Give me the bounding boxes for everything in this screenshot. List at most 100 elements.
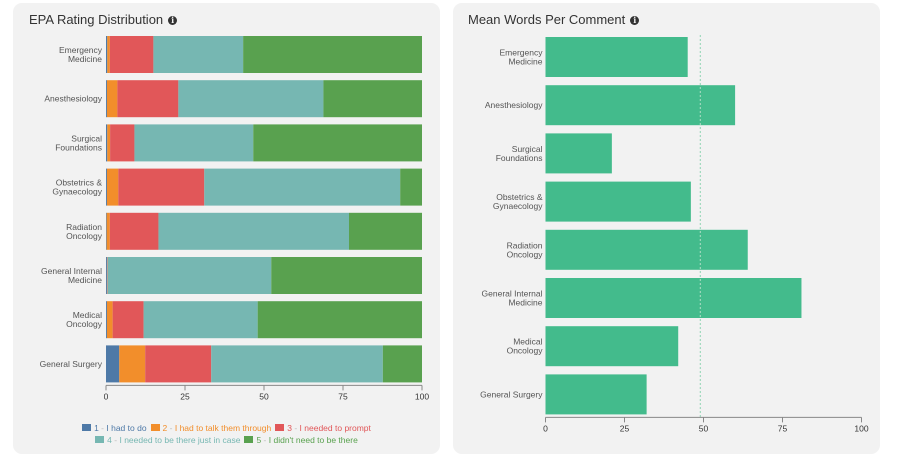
info-circle-icon[interactable]: i bbox=[168, 16, 178, 25]
category-label: Oncology bbox=[66, 231, 103, 241]
bar[interactable] bbox=[545, 326, 679, 367]
bar-segment-rating-1[interactable] bbox=[106, 80, 107, 118]
bar-segment-rating-4[interactable] bbox=[107, 257, 272, 294]
bar-segment-rating-4[interactable] bbox=[134, 124, 254, 162]
x-tick-label: 50 bbox=[699, 423, 709, 433]
legend-number: 5 bbox=[256, 435, 262, 445]
bar-segment-rating-3[interactable] bbox=[117, 80, 179, 118]
category-label: Surgical bbox=[512, 144, 543, 154]
bar-segment-rating-4[interactable] bbox=[211, 345, 383, 383]
legend-number: 3 bbox=[287, 423, 292, 433]
category-label: Oncology bbox=[66, 319, 103, 329]
category-label: Foundations bbox=[496, 153, 543, 163]
category-label: Medicine bbox=[508, 298, 542, 308]
bar-segment-rating-3[interactable] bbox=[110, 124, 135, 162]
bar-segment-rating-3[interactable] bbox=[118, 168, 205, 206]
legend-item-rating-1[interactable]: 1 - I had to do bbox=[82, 423, 147, 433]
bar[interactable] bbox=[545, 278, 802, 318]
bar[interactable] bbox=[545, 133, 612, 174]
bar-segment-rating-2[interactable] bbox=[107, 124, 111, 162]
bar-segment-rating-5[interactable] bbox=[382, 345, 422, 383]
bar-segment-rating-5[interactable] bbox=[271, 257, 422, 294]
bar-segment-rating-4[interactable] bbox=[178, 80, 324, 118]
bar-group bbox=[106, 301, 422, 339]
x-tick-label: 75 bbox=[338, 391, 348, 401]
legend-swatch bbox=[275, 424, 285, 431]
legend-separator: - bbox=[98, 423, 107, 433]
mean-words-per-comment-panel: Mean Words Per Comment i Emergency Medicin… bbox=[453, 3, 880, 454]
category-label: Gynaecology bbox=[493, 201, 543, 211]
bar-segment-rating-4[interactable] bbox=[143, 301, 258, 339]
legend-separator: - bbox=[291, 423, 300, 433]
bar-segment-rating-1[interactable] bbox=[106, 301, 107, 339]
bar[interactable] bbox=[545, 181, 691, 222]
bar-segment-rating-2[interactable] bbox=[106, 80, 118, 118]
bar-segment-rating-3[interactable] bbox=[112, 301, 144, 339]
bar-segment-rating-3[interactable] bbox=[109, 212, 159, 250]
x-tick-label: 100 bbox=[415, 391, 429, 401]
bar-segment-rating-2[interactable] bbox=[106, 212, 110, 250]
bar-segment-rating-4[interactable] bbox=[153, 36, 244, 73]
category-label: Medical bbox=[73, 310, 102, 320]
bar-segment-rating-5[interactable] bbox=[257, 301, 422, 339]
legend-row: 1 - I had to do 2 - I had to talk them th… bbox=[13, 423, 440, 433]
bar-segment-rating-3[interactable] bbox=[109, 36, 154, 73]
legend-separator: - bbox=[111, 435, 120, 445]
category-label: Anesthesiology bbox=[485, 100, 543, 110]
bar-segment-rating-3[interactable] bbox=[145, 345, 212, 383]
category-label: General Surgery bbox=[480, 389, 543, 399]
category-label: General Internal bbox=[41, 266, 102, 276]
bar[interactable] bbox=[545, 85, 736, 126]
bar-group bbox=[106, 257, 422, 294]
category-label: Oncology bbox=[507, 346, 544, 356]
bar[interactable] bbox=[545, 229, 748, 270]
bar-segment-rating-2[interactable] bbox=[107, 36, 110, 73]
bar-segment-rating-5[interactable] bbox=[400, 168, 422, 206]
legend-row: 4 - I needed to be there just in case 5 -… bbox=[13, 435, 440, 445]
legend-separator: - bbox=[261, 435, 269, 445]
legend-item-rating-4[interactable]: 4 - I needed to be there just in case bbox=[95, 435, 240, 445]
legend-number: 4 bbox=[107, 435, 112, 445]
bar-segment-rating-2[interactable] bbox=[106, 301, 113, 339]
mean-words-chart: Emergency Medicine Anesthesiology SurgicalF… bbox=[480, 35, 869, 433]
epa-rating-chart: EmergencyMedicineAnesthesiologySurgicalF… bbox=[40, 36, 429, 401]
bar-segment-rating-5[interactable] bbox=[323, 80, 422, 118]
category-label: Surgical bbox=[71, 133, 102, 143]
x-tick-label: 100 bbox=[854, 423, 868, 433]
x-tick-label: 25 bbox=[620, 423, 630, 433]
category-label: Obstetrics & bbox=[496, 192, 543, 202]
bar[interactable] bbox=[545, 37, 688, 77]
bar-group bbox=[106, 124, 422, 162]
category-label: General Internal bbox=[482, 289, 543, 299]
legend-number: 2 bbox=[162, 423, 168, 433]
panel-title: Mean Words Per Comment i bbox=[468, 12, 640, 27]
chart-legend: 1 - I had to do 2 - I had to talk them th… bbox=[13, 423, 440, 445]
bar-segment-rating-4[interactable] bbox=[204, 168, 401, 206]
x-tick-label: 0 bbox=[104, 391, 109, 401]
legend-label: I needed to be there just in case bbox=[119, 435, 241, 445]
bar-segment-rating-1[interactable] bbox=[106, 124, 108, 162]
category-label: Emergency bbox=[500, 48, 544, 58]
bar-segment-rating-1[interactable] bbox=[106, 36, 108, 73]
bar-segment-rating-5[interactable] bbox=[349, 212, 422, 250]
bar-segment-rating-5[interactable] bbox=[253, 124, 422, 162]
bar-segment-rating-1[interactable] bbox=[106, 212, 107, 250]
bar-segment-rating-2[interactable] bbox=[119, 345, 146, 383]
bar-group bbox=[106, 36, 422, 73]
bar-segment-rating-1[interactable] bbox=[106, 257, 107, 294]
legend-item-rating-2[interactable]: 2 - I had to talk them through bbox=[150, 423, 271, 433]
category-label: Foundations bbox=[55, 142, 102, 152]
bar-group bbox=[106, 345, 422, 383]
bar-segment-rating-4[interactable] bbox=[158, 212, 350, 250]
bar-segment-rating-5[interactable] bbox=[243, 36, 422, 73]
bar-segment-rating-2[interactable] bbox=[106, 168, 119, 206]
category-label: Radiation bbox=[507, 240, 543, 250]
info-circle-icon[interactable]: i bbox=[630, 16, 640, 25]
legend-item-rating-5[interactable]: 5 - I didn't need to be there bbox=[244, 435, 358, 445]
legend-separator: - bbox=[167, 423, 175, 433]
bar-segment-rating-1[interactable] bbox=[106, 168, 107, 206]
bar-segment-rating-1[interactable] bbox=[106, 345, 120, 383]
bar[interactable] bbox=[545, 374, 647, 415]
legend-item-rating-3[interactable]: 3 - I needed to prompt bbox=[275, 423, 371, 433]
legend-swatch bbox=[82, 424, 92, 431]
